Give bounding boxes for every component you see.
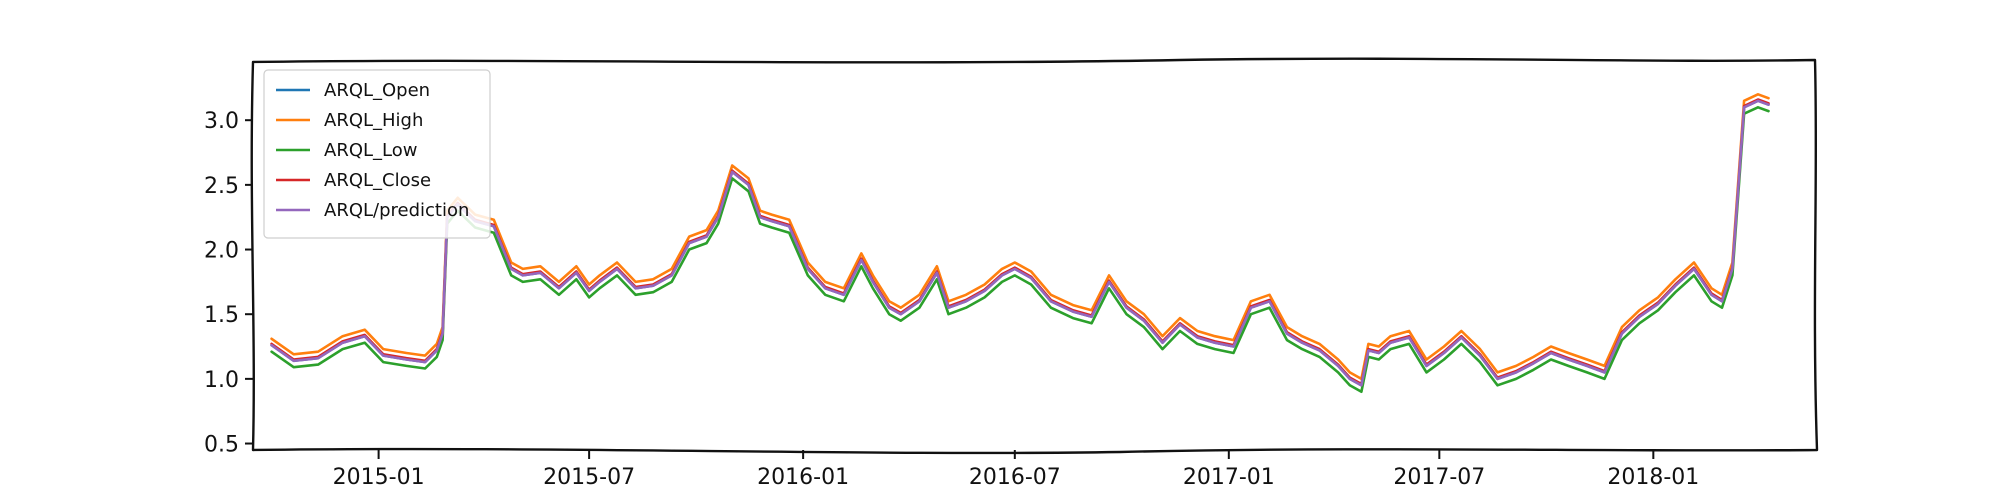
- x-tick-label: 2015-01: [333, 465, 425, 490]
- x-tick-label: 2016-01: [757, 465, 849, 490]
- y-axis: 0.5 1.0 1.5 2.0 2.5 3.0: [204, 109, 253, 458]
- series-layer: [270, 93, 1770, 394]
- plot-frame: [250, 57, 1819, 455]
- legend-label: ARQL/prediction: [324, 200, 469, 221]
- x-tick-label: 2018-01: [1607, 465, 1699, 490]
- series-line-arql-open: [270, 99, 1770, 387]
- series-line-arql-low: [270, 106, 1770, 394]
- y-tick-label: 1.0: [204, 368, 239, 393]
- legend-label: ARQL_Low: [324, 140, 417, 161]
- legend-box: [263, 69, 491, 239]
- y-tick-label: 2.0: [204, 239, 239, 264]
- x-axis: 2015-01 2015-07 2016-01 2016-07 2017-01 2017-…: [333, 450, 1699, 490]
- x-tick-label: 2016-07: [969, 465, 1061, 490]
- legend-label: ARQL_High: [324, 110, 423, 131]
- legend: ARQL_Open ARQL_High ARQL_Low ARQL_Close ARQL…: [263, 69, 491, 239]
- y-tick-label: 1.5: [204, 303, 239, 328]
- x-tick-label: 2015-07: [543, 465, 635, 490]
- legend-label: ARQL_Open: [324, 80, 430, 101]
- y-tick-label: 3.0: [204, 109, 239, 134]
- series-line-arql-high: [270, 93, 1770, 381]
- y-tick-label: 0.5: [204, 433, 239, 458]
- y-tick-label: 2.5: [204, 174, 239, 199]
- x-tick-label: 2017-01: [1183, 465, 1275, 490]
- series-line-arql-prediction: [270, 99, 1770, 387]
- x-tick-label: 2017-07: [1393, 465, 1485, 490]
- legend-label: ARQL_Close: [324, 170, 431, 191]
